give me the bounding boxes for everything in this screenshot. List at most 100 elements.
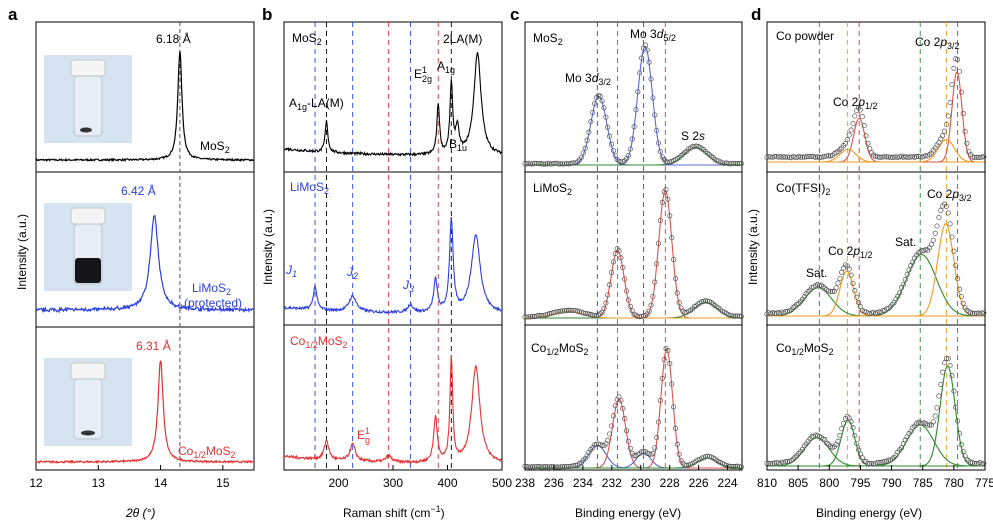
xps-data-point — [731, 313, 737, 319]
xps-data-point — [949, 373, 955, 379]
xps-data-point — [729, 464, 735, 470]
sample-label-mos2: MoS2 — [200, 139, 230, 155]
xps-data-point — [529, 464, 536, 470]
xps-data-point — [865, 460, 871, 467]
xps-data-point — [947, 99, 953, 106]
xps-data-point — [586, 129, 592, 135]
xps-data-point — [955, 276, 961, 282]
xps-data-point — [597, 93, 603, 99]
raman-j1-label: J1 — [285, 263, 297, 279]
xps-data-point — [955, 57, 961, 63]
xps-data-point — [608, 141, 615, 147]
xps-co-2p32-label-top: Co 2p3/2 — [915, 35, 960, 51]
xps-data-point — [733, 464, 739, 470]
xps-data-point — [627, 303, 633, 309]
xps-data-point — [863, 133, 869, 139]
xps-data-point — [906, 154, 912, 160]
xps-data-point — [592, 312, 598, 319]
xps-data-point — [676, 300, 682, 306]
xps-data-point — [674, 441, 680, 447]
xps-data-point — [620, 265, 626, 271]
xps-data-point — [601, 306, 607, 312]
xps-co-2p12-label-top: Co 2p1/2 — [833, 95, 878, 111]
xps-data-point — [661, 357, 667, 363]
xps-data-point — [880, 154, 886, 160]
xps-data-point — [738, 464, 744, 470]
panel-c-limos2-label: LiMoS2 — [533, 181, 572, 197]
xps-data-point — [608, 269, 615, 275]
xps-data-point — [622, 416, 628, 422]
xps-data-point — [639, 449, 645, 455]
sample-label-limos2: LiMoS2 — [192, 281, 231, 297]
xps-data-point — [902, 277, 908, 283]
xps-data-point — [844, 137, 850, 143]
xps-data-point — [565, 161, 571, 167]
xps-data-point — [816, 154, 822, 160]
panel-b-x-tick-label: 300 — [383, 476, 403, 490]
xps-data-point — [798, 154, 804, 160]
xps-data-point — [618, 255, 624, 261]
xps-data-point — [826, 153, 832, 159]
xps-data-point — [839, 426, 845, 432]
xps-data-point — [584, 137, 590, 143]
xps-data-point — [654, 261, 660, 267]
xps-data-point — [582, 310, 588, 317]
panel-b-x-tick-label: 500 — [492, 476, 512, 490]
xps-data-point — [556, 161, 562, 167]
panel-d-co-powder-label: Co powder — [776, 29, 834, 43]
xps-data-point — [610, 259, 616, 265]
raman-curve-2 — [283, 354, 503, 465]
panel-c-x-tick-label: 228 — [660, 476, 680, 490]
xps-data-point — [958, 442, 964, 448]
xps-data-point — [969, 311, 976, 317]
xps-data-point — [852, 288, 858, 294]
xps-data-point — [578, 154, 584, 160]
panel-d-frame — [766, 21, 986, 471]
panel-d-x-tick-label: 810 — [757, 476, 777, 490]
xps-data-point — [533, 160, 539, 166]
peak-label-co-mos2: 6.31 Å — [136, 338, 171, 353]
panel-d-x-tick-label: 805 — [788, 476, 808, 490]
xps-data-point — [535, 464, 541, 470]
panel-label-a: a — [8, 5, 18, 24]
panel-c-x-tick-label: 230 — [631, 476, 651, 490]
xps-data-point — [689, 143, 695, 150]
xps-data-point — [571, 160, 577, 166]
xps-data-point — [539, 313, 545, 319]
xps-data-point — [786, 154, 792, 161]
xps-data-point — [655, 419, 662, 425]
panel-a-x-tick-label: 15 — [216, 476, 230, 490]
xps-data-point — [973, 154, 979, 160]
xps-component-1-2 — [767, 254, 985, 317]
xps-data-point — [671, 256, 677, 262]
xps-data-point — [889, 154, 895, 160]
xps-data-point — [624, 428, 630, 434]
panel-a-x-tick-label: 12 — [29, 476, 43, 490]
xps-data-point — [919, 420, 925, 426]
xps-data-point — [550, 160, 556, 167]
xps-data-point — [953, 404, 959, 410]
xps-data-point — [945, 113, 951, 119]
xps-component-1-3 — [767, 223, 985, 317]
panel-c-x-tick-label: 224 — [718, 476, 738, 490]
panel-d-curves — [764, 56, 987, 467]
xps-data-point — [561, 161, 568, 167]
xps-data-point — [642, 42, 648, 48]
xps-data-point — [543, 161, 549, 167]
xps-data-point — [558, 308, 564, 314]
xps-data-point — [674, 290, 680, 296]
xps-data-point — [835, 280, 841, 286]
xps-data-point — [639, 313, 645, 319]
panel-c-x-tick-label: 234 — [573, 476, 593, 490]
xps-data-point — [848, 127, 854, 133]
xps-data-point — [801, 154, 807, 160]
xps-data-point — [915, 153, 921, 160]
panel-b-ylabel: Intensity (a.u.) — [261, 209, 275, 285]
xps-data-point — [576, 309, 583, 315]
xps-data-point — [672, 425, 679, 431]
xps-data-point — [927, 422, 933, 428]
xps-data-point — [590, 312, 596, 318]
xps-data-point — [867, 461, 873, 467]
xps-data-point — [850, 121, 856, 127]
xps-component-1-0 — [525, 249, 742, 319]
